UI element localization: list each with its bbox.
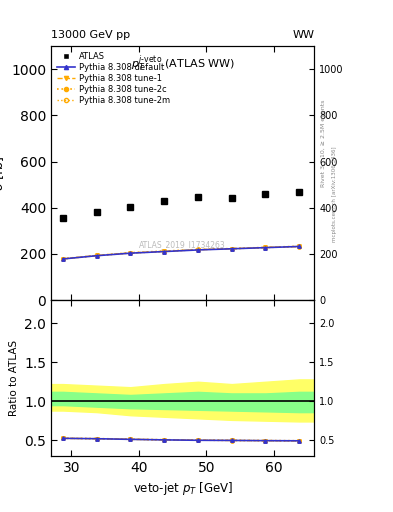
Y-axis label: Ratio to ATLAS: Ratio to ATLAS <box>9 340 19 416</box>
Text: Rivet 3.1.10, ≥ 2.5M events: Rivet 3.1.10, ≥ 2.5M events <box>320 100 325 187</box>
Text: mcplots.cern.ch [arXiv:1306.3436]: mcplots.cern.ch [arXiv:1306.3436] <box>332 147 337 242</box>
Text: WW: WW <box>292 30 314 40</box>
Legend: ATLAS, Pythia 8.308 default, Pythia 8.308 tune-1, Pythia 8.308 tune-2c, Pythia 8: ATLAS, Pythia 8.308 default, Pythia 8.30… <box>55 50 171 107</box>
Text: 13000 GeV pp: 13000 GeV pp <box>51 30 130 40</box>
Y-axis label: $\sigma$ [fb]: $\sigma$ [fb] <box>0 156 6 190</box>
Text: ATLAS_2019_I1734263: ATLAS_2019_I1734263 <box>140 240 226 249</box>
Text: $p_T^{j\text{-veto}}$ (ATLAS WW): $p_T^{j\text{-veto}}$ (ATLAS WW) <box>130 54 235 74</box>
X-axis label: veto-jet $p_T$ [GeV]: veto-jet $p_T$ [GeV] <box>133 480 233 497</box>
